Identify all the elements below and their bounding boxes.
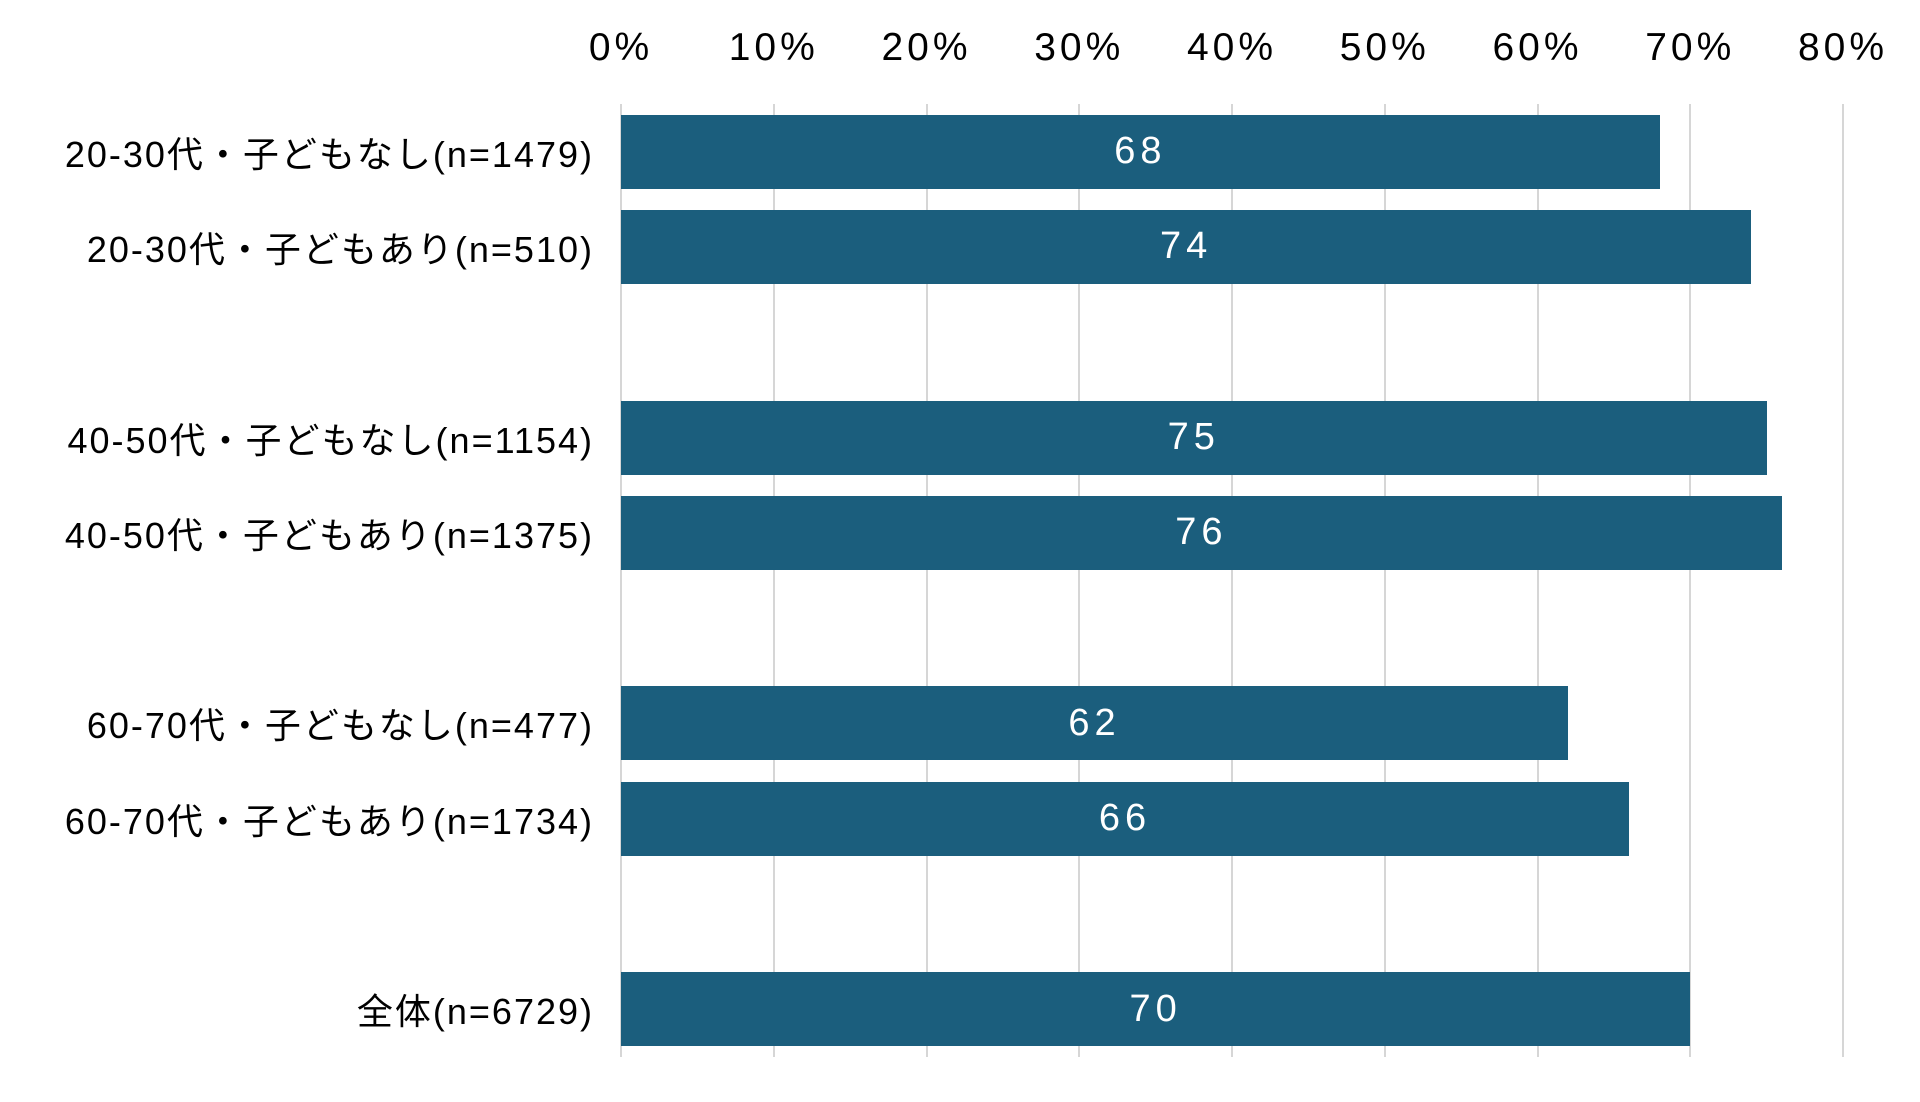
gridline xyxy=(1842,104,1844,1057)
bar-value-label: 75 xyxy=(1167,416,1220,459)
bar: 66 xyxy=(621,781,1630,856)
category-label: 60-70代・子どもあり(n=1734) xyxy=(64,800,594,842)
bar-value-label: 62 xyxy=(1068,701,1121,744)
gridline xyxy=(1383,104,1386,1057)
bar: 75 xyxy=(621,400,1767,475)
category-label: 60-70代・子どもなし(n=477) xyxy=(86,705,594,747)
bar: 76 xyxy=(621,495,1782,570)
gridline xyxy=(1689,104,1692,1057)
x-axis-tick-label: 0% xyxy=(588,26,654,69)
bar-value-label: 70 xyxy=(1129,987,1182,1030)
category-label: 20-30代・子どもあり(n=510) xyxy=(86,228,594,270)
x-axis-tick-label: 10% xyxy=(728,26,819,69)
bar: 62 xyxy=(621,686,1569,761)
bar-value-label: 74 xyxy=(1160,225,1213,268)
gridline xyxy=(1078,104,1081,1057)
gridline xyxy=(1231,104,1233,1057)
category-label: 20-30代・子どもなし(n=1479) xyxy=(64,133,594,175)
gridline xyxy=(620,104,622,1057)
x-axis-tick-label: 30% xyxy=(1034,26,1125,69)
bar-value-label: 66 xyxy=(1098,797,1152,840)
bar: 68 xyxy=(621,114,1660,189)
x-axis-tick-label: 80% xyxy=(1797,26,1889,69)
x-axis-tick-label: 50% xyxy=(1339,26,1430,69)
x-axis-tick-label: 20% xyxy=(881,26,972,69)
category-label: 40-50代・子どもなし(n=1154) xyxy=(67,419,594,461)
gridline xyxy=(1536,104,1539,1057)
bar: 70 xyxy=(621,972,1691,1047)
plot-area: 68 74 75 76 62 66 70 xyxy=(620,104,1844,1057)
x-axis-tick-label: 40% xyxy=(1186,26,1278,69)
x-axis-tick-label: 60% xyxy=(1492,26,1583,69)
gridline xyxy=(772,104,775,1057)
category-label: 40-50代・子どもあり(n=1375) xyxy=(64,514,594,556)
x-axis: 0% 10% 20% 30% 40% 50% 60% 70% 80% xyxy=(0,0,1920,104)
gridline xyxy=(925,104,928,1057)
bar-value-label: 76 xyxy=(1175,511,1228,554)
x-axis-tick-label: 70% xyxy=(1645,26,1736,69)
category-label: 全体(n=6729) xyxy=(356,991,594,1033)
bar: 74 xyxy=(621,209,1752,284)
bar-value-label: 68 xyxy=(1114,130,1167,173)
